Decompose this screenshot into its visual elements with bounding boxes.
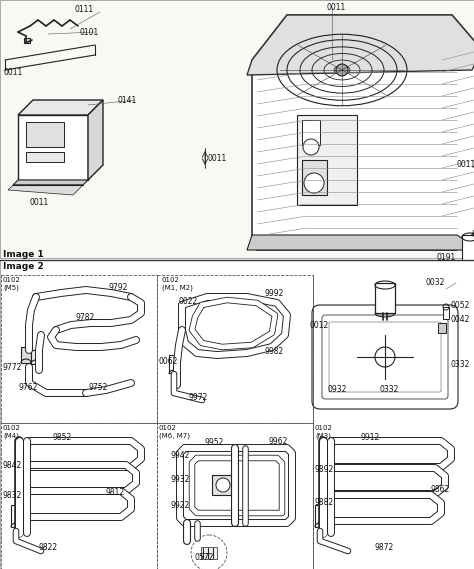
Text: 9872: 9872 <box>375 543 394 552</box>
Polygon shape <box>13 180 88 185</box>
Bar <box>31 350 41 364</box>
Text: 0011: 0011 <box>4 68 23 77</box>
Bar <box>1 275 157 423</box>
Text: 0011: 0011 <box>457 160 474 169</box>
Circle shape <box>375 347 395 367</box>
Bar <box>24 38 30 43</box>
Text: 0332: 0332 <box>380 385 400 394</box>
Bar <box>157 423 313 569</box>
Text: 0102
(M1, M2): 0102 (M1, M2) <box>162 277 193 291</box>
Bar <box>26 122 64 147</box>
Text: 0102
(M4): 0102 (M4) <box>3 425 21 439</box>
Bar <box>302 160 327 195</box>
Text: 9962: 9962 <box>269 437 288 446</box>
Text: 0102
(M3): 0102 (M3) <box>315 425 333 439</box>
Bar <box>11 505 21 527</box>
Text: 9812: 9812 <box>106 488 125 497</box>
Bar <box>443 307 449 319</box>
Text: 9912: 9912 <box>361 433 380 442</box>
Bar <box>212 475 234 495</box>
Text: 9922: 9922 <box>171 501 190 510</box>
Bar <box>201 547 217 559</box>
Text: 9792: 9792 <box>109 283 128 292</box>
Polygon shape <box>247 15 474 75</box>
Circle shape <box>216 478 230 492</box>
Polygon shape <box>252 15 474 250</box>
Bar <box>21 347 31 363</box>
Bar <box>0 260 474 569</box>
Text: 9932: 9932 <box>171 475 191 484</box>
Text: 0101: 0101 <box>80 28 99 37</box>
Bar <box>169 355 179 373</box>
Text: 0022: 0022 <box>179 297 198 306</box>
Text: 0201: 0201 <box>472 230 474 239</box>
Bar <box>26 152 64 162</box>
Text: 0012: 0012 <box>310 321 329 330</box>
Text: 0111: 0111 <box>75 5 94 14</box>
Text: 0011: 0011 <box>208 154 227 163</box>
Text: 0011: 0011 <box>327 3 346 12</box>
Bar <box>375 283 395 313</box>
Polygon shape <box>8 185 83 195</box>
Bar <box>438 323 446 333</box>
Polygon shape <box>18 100 103 115</box>
Text: 9832: 9832 <box>3 491 22 500</box>
Text: 0042: 0042 <box>451 315 470 324</box>
Text: 9982: 9982 <box>265 347 284 356</box>
Text: 9942: 9942 <box>171 451 191 460</box>
Text: 9762: 9762 <box>19 383 38 392</box>
Text: 9862: 9862 <box>431 485 450 494</box>
Bar <box>157 275 313 423</box>
Bar <box>302 120 320 145</box>
Text: 9842: 9842 <box>3 461 22 470</box>
Bar <box>0 0 474 258</box>
Text: 0191: 0191 <box>437 253 456 262</box>
Bar <box>1 423 157 569</box>
Text: 9822: 9822 <box>39 543 58 552</box>
Text: 0062: 0062 <box>159 357 178 366</box>
Circle shape <box>303 139 319 155</box>
Text: 9992: 9992 <box>265 289 284 298</box>
Text: 0332: 0332 <box>451 360 470 369</box>
Text: 9852: 9852 <box>53 433 72 442</box>
Circle shape <box>336 64 348 76</box>
Bar <box>297 115 357 205</box>
Polygon shape <box>247 235 474 250</box>
Text: 0032: 0032 <box>426 278 446 287</box>
Bar <box>315 505 325 527</box>
Text: 0141: 0141 <box>118 96 137 105</box>
Text: 9782: 9782 <box>76 313 95 322</box>
Text: Image 2: Image 2 <box>3 262 44 271</box>
Text: 0572: 0572 <box>195 553 214 562</box>
Text: 0102
(M6, M7): 0102 (M6, M7) <box>159 425 190 439</box>
Bar <box>462 235 474 263</box>
Text: 9892: 9892 <box>315 465 334 474</box>
Polygon shape <box>88 100 103 180</box>
Polygon shape <box>18 115 88 180</box>
Text: 9972: 9972 <box>189 393 209 402</box>
Circle shape <box>304 173 324 193</box>
Text: 0011: 0011 <box>30 198 49 207</box>
Text: 9952: 9952 <box>205 438 224 447</box>
Text: 9882: 9882 <box>315 498 334 507</box>
Text: 9772: 9772 <box>3 363 22 372</box>
Text: Image 1: Image 1 <box>3 250 44 259</box>
Text: 9752: 9752 <box>89 383 109 392</box>
Text: 0102
(M5): 0102 (M5) <box>3 277 21 291</box>
Text: 0052: 0052 <box>451 301 470 310</box>
Text: 0932: 0932 <box>328 385 347 394</box>
